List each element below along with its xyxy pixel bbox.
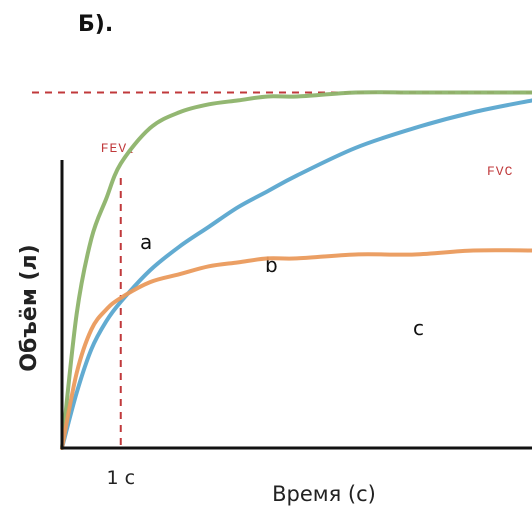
series-b-line — [60, 98, 532, 450]
x-tick-label: 1 с — [106, 467, 135, 489]
x-axis-label: Время (с) — [272, 482, 376, 506]
panel-label: Б). — [78, 12, 114, 37]
fvc-label: FVC — [487, 164, 513, 179]
y-axis-label: Объём (л) — [17, 244, 42, 371]
series-c-line — [60, 248, 532, 450]
series-c-label: c — [413, 316, 424, 340]
series-a-line — [60, 90, 532, 450]
series-a-label: a — [140, 230, 152, 254]
